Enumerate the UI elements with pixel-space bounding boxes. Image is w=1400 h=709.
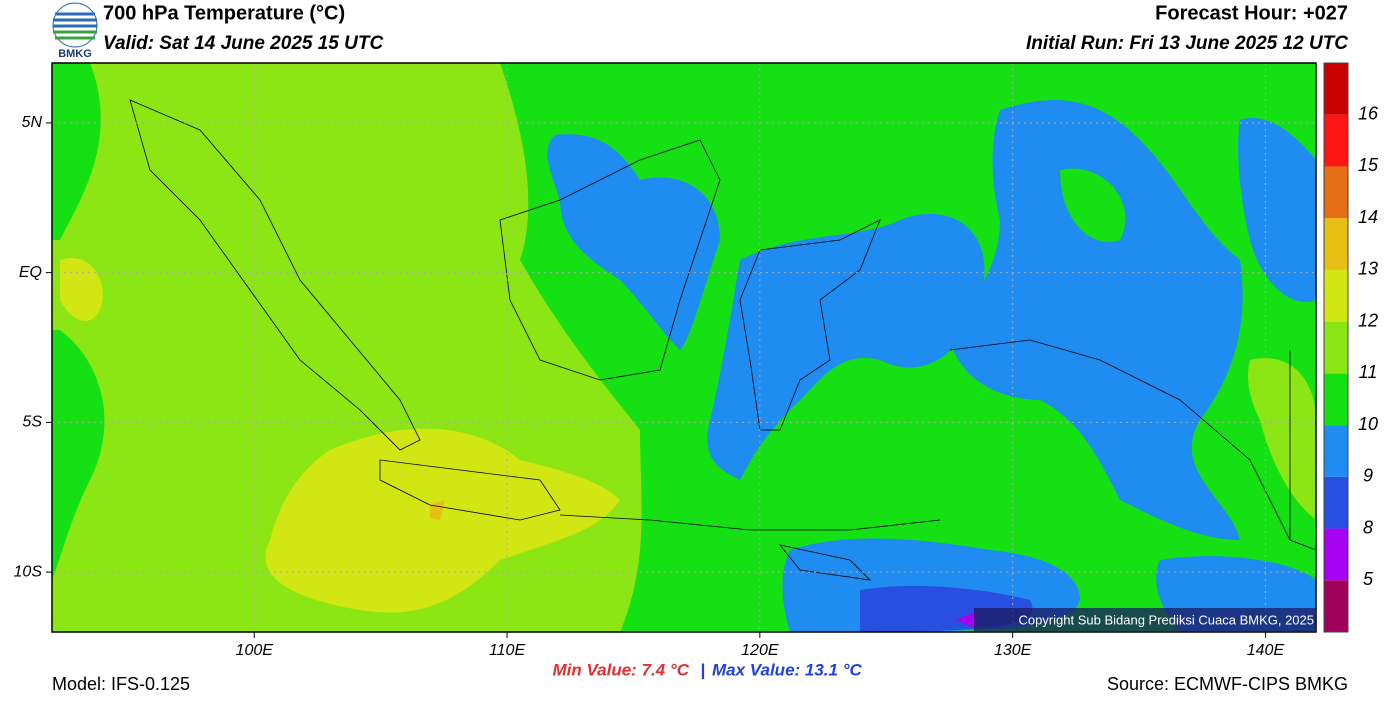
lat-label: 5S xyxy=(22,414,42,431)
colorbar-segment xyxy=(1324,218,1348,270)
source: Source: ECMWF-CIPS BMKG xyxy=(1107,674,1348,694)
colorbar-label: 14 xyxy=(1358,207,1378,227)
logo: BMKG xyxy=(52,2,98,60)
colorbar-segment xyxy=(1324,269,1348,322)
title: 700 hPa Temperature (°C) xyxy=(103,2,345,24)
logo-text: BMKG xyxy=(58,48,92,60)
min-value: Min Value: 7.4 °C xyxy=(552,660,689,679)
colorbar-label: 16 xyxy=(1358,103,1379,123)
colorbar-label: 11 xyxy=(1359,362,1378,382)
initial-run: Initial Run: Fri 13 June 2025 12 UTC xyxy=(1026,33,1348,54)
colorbar-segment xyxy=(1324,580,1348,632)
lat-label: 10S xyxy=(14,563,43,580)
colorbar-label: 9 xyxy=(1363,466,1373,486)
lat-label: EQ xyxy=(19,264,42,281)
colorbar-segment xyxy=(1324,63,1348,115)
max-value: Max Value: 13.1 °C xyxy=(712,660,863,679)
colorbar-label: 5 xyxy=(1363,569,1374,589)
colorbar-label: 8 xyxy=(1363,517,1373,537)
colorbar-segment xyxy=(1324,373,1348,426)
colorbar-segment xyxy=(1324,425,1348,477)
lon-label: 100E xyxy=(236,642,274,659)
copyright: Copyright Sub Bidang Prediksi Cuaca BMKG… xyxy=(1018,612,1314,627)
colorbar-segment xyxy=(1324,476,1348,529)
colorbar-segment xyxy=(1324,321,1348,374)
colorbar-frame xyxy=(1323,62,1349,633)
map-field xyxy=(52,63,1317,632)
copyright-box xyxy=(974,608,1316,632)
colorbar-segment xyxy=(1324,166,1348,219)
lon-label: 110E xyxy=(489,642,526,659)
separator: | xyxy=(701,660,706,679)
colorbar-label: 13 xyxy=(1358,259,1378,279)
coastlines xyxy=(129,99,1317,581)
lon-label: 140E xyxy=(1247,642,1285,659)
model: Model: IFS-0.125 xyxy=(52,674,190,694)
forecast-hour: Forecast Hour: +027 xyxy=(1155,2,1348,24)
colorbar-segment xyxy=(1324,114,1348,167)
valid-time: Valid: Sat 14 June 2025 15 UTC xyxy=(103,33,383,54)
colorbar-segment xyxy=(1324,528,1348,581)
colorbar-label: 15 xyxy=(1358,155,1379,175)
colorbar-label: 10 xyxy=(1358,414,1378,434)
lon-label: 130E xyxy=(994,642,1032,659)
lat-label: 5N xyxy=(22,114,43,131)
colorbar-label: 12 xyxy=(1358,310,1378,330)
lon-label: 120E xyxy=(741,642,779,659)
map-frame xyxy=(51,62,1317,633)
